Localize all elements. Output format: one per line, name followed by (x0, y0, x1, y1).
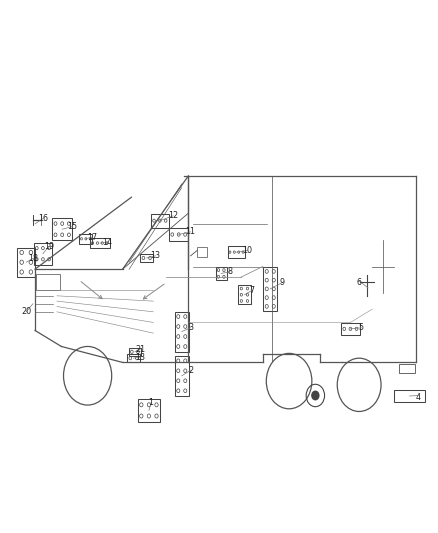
Text: 13: 13 (151, 252, 160, 260)
Text: 18: 18 (28, 254, 38, 263)
Text: 19: 19 (44, 242, 54, 251)
Text: 9: 9 (280, 278, 285, 287)
Text: 1: 1 (148, 398, 154, 407)
Text: 8: 8 (227, 268, 233, 276)
Text: 6: 6 (357, 278, 362, 287)
Text: 21: 21 (135, 345, 145, 353)
Text: 12: 12 (168, 212, 178, 220)
Text: 17: 17 (87, 233, 97, 241)
Text: 3: 3 (188, 324, 193, 332)
Text: 13: 13 (135, 353, 145, 361)
Text: 2: 2 (188, 366, 193, 375)
Circle shape (312, 391, 319, 400)
Text: 20: 20 (21, 308, 32, 316)
Text: 5: 5 (359, 324, 364, 332)
Text: 15: 15 (67, 222, 78, 231)
Text: 16: 16 (38, 214, 48, 223)
Text: 7: 7 (249, 286, 254, 295)
Text: 14: 14 (102, 238, 112, 247)
Text: 10: 10 (243, 246, 252, 255)
Text: 4: 4 (416, 393, 421, 401)
Text: 11: 11 (186, 228, 195, 236)
